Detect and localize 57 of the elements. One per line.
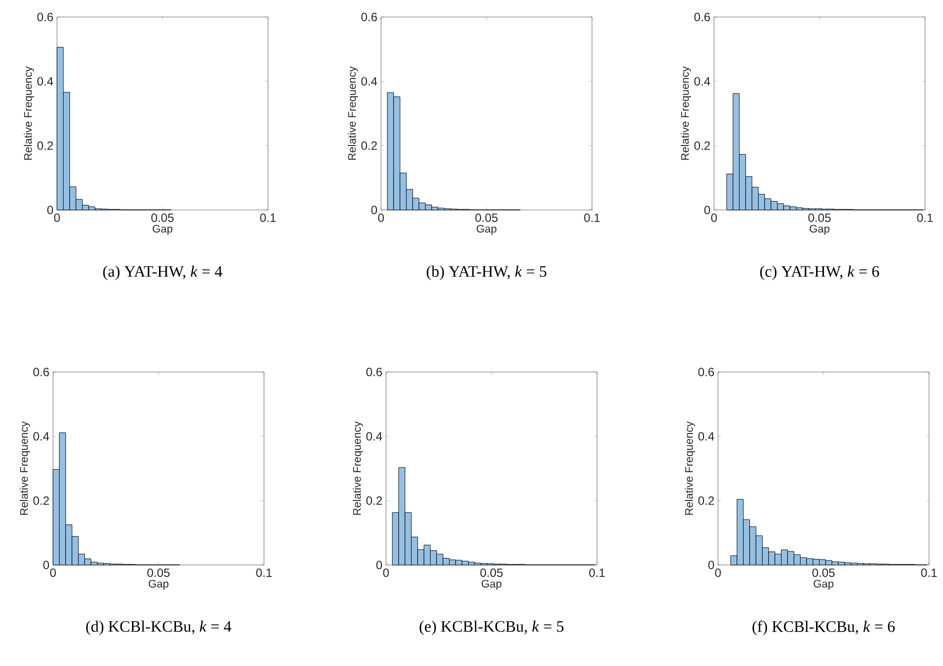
y-tick-label: 0.6 <box>361 12 377 22</box>
x-tick-label: 0.05 <box>151 214 174 222</box>
text: (f) KCBl-KCBu, k = 6 <box>752 620 895 636</box>
y-tick-label: 0 <box>704 206 710 214</box>
y-axis-title: Relative Frequency <box>680 66 692 160</box>
y-tick-label: 0.2 <box>694 141 710 150</box>
y-tick-label: 0.2 <box>37 141 53 150</box>
x-axis-title: Gap <box>814 580 834 590</box>
text: (d) KCBl-KCBu, k = 4 <box>86 620 232 636</box>
x-tick-label: 0 <box>383 568 389 577</box>
x-axis-title: Gap <box>482 580 502 590</box>
y-tick-label: 0.6 <box>37 12 53 22</box>
y-axis-title: Relative Frequency <box>24 66 34 160</box>
y-tick-label: 0.2 <box>366 496 382 505</box>
x-axis-title: Gap <box>476 224 496 235</box>
y-axis-title: Relative Frequency <box>352 421 364 515</box>
x-tick-label: 0.1 <box>921 568 937 577</box>
y-tick-label: 0.4 <box>366 432 382 441</box>
text: (e) KCBl-KCBu, k = 5 <box>420 620 564 636</box>
y-tick-label: 0.4 <box>361 77 378 86</box>
x-tick-label: 0.1 <box>584 214 600 222</box>
y-tick-label: 0.4 <box>694 77 710 86</box>
y-axis-title: Relative Frequency <box>684 421 696 515</box>
y-tick-label: 0 <box>43 560 50 570</box>
y-tick-label: 0.2 <box>33 496 49 505</box>
y-tick-label: 0 <box>371 206 378 214</box>
x-tick-label: 0 <box>54 214 60 222</box>
y-tick-label: 0.4 <box>33 432 50 441</box>
x-tick-label: 0 <box>715 568 721 577</box>
x-axis-title: Gap <box>810 224 830 235</box>
x-axis-title: Gap <box>148 580 168 590</box>
x-tick-label: 0.05 <box>808 214 831 222</box>
x-tick-label: 0.1 <box>917 214 933 222</box>
text: (a) YAT-HW, k = 4 <box>103 266 222 280</box>
y-tick-label: 0.2 <box>361 141 377 150</box>
y-tick-label: 0 <box>376 560 382 570</box>
y-axis-title: Relative Frequency <box>348 66 358 160</box>
y-tick-label: 0 <box>47 206 54 214</box>
text: (c) YAT-HW, k = 6 <box>760 266 880 280</box>
x-tick-label: 0.05 <box>480 568 503 577</box>
y-tick-label: 0.4 <box>37 77 54 86</box>
x-tick-label: 0.1 <box>260 214 276 222</box>
y-tick-label: 0.6 <box>698 368 714 376</box>
y-tick-label: 0.6 <box>366 368 382 376</box>
y-tick-label: 0.6 <box>33 368 49 376</box>
x-tick-label: 0.05 <box>475 214 498 222</box>
x-tick-label: 0.1 <box>256 568 272 577</box>
x-tick-label: 0.1 <box>589 568 605 577</box>
x-tick-label: 0.05 <box>147 568 170 577</box>
text: (b) YAT-HW, k = 5 <box>426 266 546 280</box>
y-tick-label: 0.2 <box>698 496 714 505</box>
x-tick-label: 0.05 <box>812 568 835 577</box>
y-tick-label: 0 <box>708 560 714 570</box>
y-tick-label: 0.4 <box>698 432 714 441</box>
y-axis-title: Relative Frequency <box>20 421 30 515</box>
x-axis-title: Gap <box>152 224 172 235</box>
y-tick-label: 0.6 <box>694 12 710 22</box>
